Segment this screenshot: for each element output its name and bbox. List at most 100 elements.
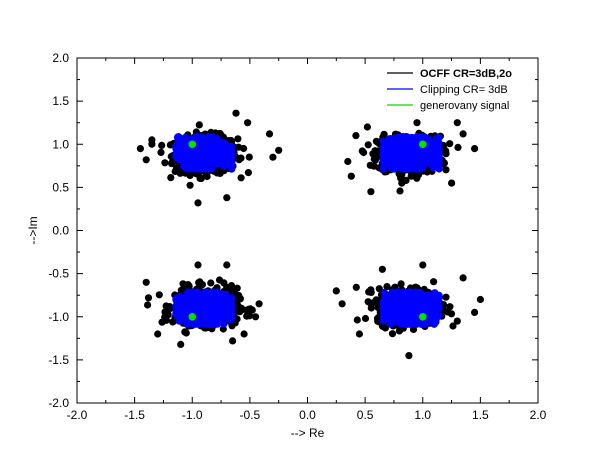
ocff-point: [142, 278, 150, 286]
ocff-point: [167, 174, 175, 182]
ocff-point: [240, 144, 248, 153]
ocff-point: [144, 294, 153, 302]
x-tick-label: -1.5: [124, 408, 145, 422]
clipping-point: [386, 305, 394, 313]
ocff-point: [448, 179, 456, 187]
ocff-point: [397, 174, 405, 182]
ocff-point: [367, 188, 375, 196]
ocff-point: [236, 308, 244, 316]
ocff-point: [233, 284, 241, 292]
ocff-point: [459, 274, 467, 282]
clipping-point: [430, 320, 438, 328]
ocff-point: [444, 308, 452, 316]
clipping-point: [433, 301, 441, 310]
ocff-point: [186, 181, 194, 189]
ocff-point: [430, 278, 438, 286]
clipping-point: [181, 141, 189, 150]
ocff-point: [419, 261, 427, 269]
ocff-point: [244, 169, 252, 177]
ocff-point: [136, 145, 144, 153]
ocff-point: [367, 288, 375, 296]
ocff-point: [252, 313, 260, 321]
ocff-point: [155, 291, 163, 299]
clipping-point: [397, 304, 405, 313]
ocff-point: [269, 153, 277, 161]
ocff-point: [148, 136, 156, 144]
ocff-point: [352, 132, 360, 140]
ocff-point: [332, 287, 340, 295]
clipping-point: [228, 294, 236, 302]
clipping-point: [184, 305, 192, 313]
y-tick-label: 0.5: [52, 180, 69, 194]
clipping-point: [387, 155, 396, 163]
ocff-point: [459, 130, 467, 138]
clipping-point: [393, 290, 401, 298]
clipping-point: [220, 149, 228, 157]
ocff-point: [442, 293, 450, 301]
ocff-point: [244, 119, 252, 127]
x-tick-label: 2.0: [530, 408, 547, 422]
clipping-point: [408, 320, 416, 328]
generated-signal-point: [419, 140, 427, 149]
clipping-point: [406, 159, 414, 167]
ocff-point: [275, 146, 283, 154]
clipping-point: [199, 146, 207, 154]
ocff-point: [442, 166, 450, 174]
ocff-point: [388, 330, 397, 338]
clipping-point: [394, 134, 402, 142]
ocff-point: [237, 154, 245, 162]
generated-signal-point: [188, 140, 197, 149]
clipping-point: [435, 311, 443, 320]
ocff-point: [265, 130, 274, 138]
clipping-point: [379, 137, 387, 145]
clipping-point: [211, 140, 219, 148]
ocff-point: [405, 352, 413, 360]
clipping-point: [210, 296, 218, 304]
clipping-point: [228, 159, 236, 167]
ocff-point: [158, 141, 166, 149]
y-axis-label: -->Im: [26, 216, 40, 244]
ocff-point: [182, 329, 190, 337]
x-tick-label: 1.5: [472, 408, 489, 422]
clipping-point: [185, 150, 193, 158]
clipping-point: [228, 142, 236, 151]
ocff-point: [370, 162, 378, 170]
ocff-point: [166, 141, 174, 149]
y-tick-label: 2.0: [52, 51, 69, 65]
ocff-point: [380, 130, 388, 138]
ocff-point: [442, 147, 450, 155]
ocff-point: [255, 300, 263, 308]
ocff-point: [361, 314, 370, 323]
clipping-point: [430, 158, 438, 166]
ocff-point: [344, 157, 352, 166]
points-layer: [136, 109, 484, 360]
ocff-point: [243, 306, 251, 314]
x-tick-label: -0.5: [240, 408, 261, 422]
y-tick-label: 0.0: [52, 224, 69, 238]
ocff-point: [353, 316, 361, 324]
ocff-point: [194, 199, 202, 207]
clipping-point: [212, 320, 220, 328]
clipping-point: [435, 145, 443, 153]
ocff-point: [246, 312, 254, 320]
ocff-point: [453, 119, 461, 127]
clipping-point: [413, 292, 421, 300]
ocff-point: [232, 109, 240, 117]
ocff-point: [355, 330, 363, 338]
y-tick-label: 1.0: [52, 137, 69, 151]
ocff-point: [352, 283, 360, 291]
clipping-point: [421, 292, 429, 300]
ocff-point: [223, 261, 231, 269]
ocff-point: [413, 119, 421, 127]
x-tick-label: -2.0: [67, 408, 88, 422]
ocff-point: [142, 156, 150, 164]
ocff-point: [195, 121, 203, 129]
ocff-point: [453, 317, 461, 325]
clipping-point: [379, 143, 387, 151]
x-axis-label: --> Re: [291, 426, 325, 440]
clipping-point: [201, 310, 209, 318]
ocff-point: [367, 299, 375, 308]
clipping-point: [379, 300, 387, 308]
ocff-point: [165, 305, 173, 313]
